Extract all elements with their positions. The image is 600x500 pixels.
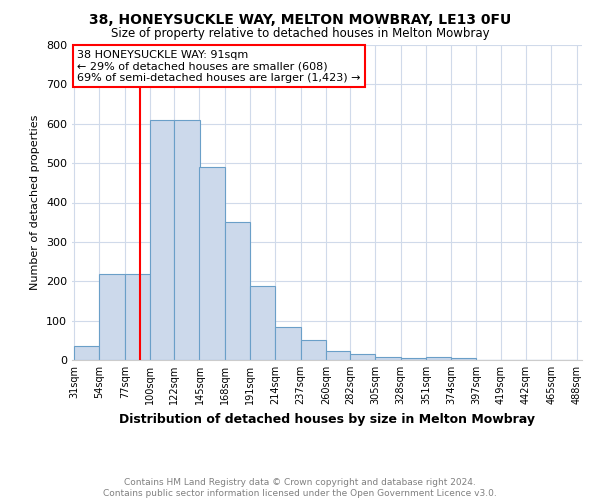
Text: Contains HM Land Registry data © Crown copyright and database right 2024.
Contai: Contains HM Land Registry data © Crown c… [103, 478, 497, 498]
Bar [275, 326, 301, 360]
Bar [350, 354, 376, 360]
Bar [326, 352, 350, 360]
Bar [174, 120, 199, 360]
Bar [125, 274, 150, 360]
Bar [426, 357, 451, 360]
Bar [150, 120, 174, 360]
Bar [74, 346, 100, 360]
Bar [225, 222, 250, 360]
Bar [100, 274, 125, 360]
Text: 38, HONEYSUCKLE WAY, MELTON MOWBRAY, LE13 0FU: 38, HONEYSUCKLE WAY, MELTON MOWBRAY, LE1… [89, 12, 511, 26]
Bar [401, 358, 426, 360]
Text: 38 HONEYSUCKLE WAY: 91sqm
← 29% of detached houses are smaller (608)
69% of semi: 38 HONEYSUCKLE WAY: 91sqm ← 29% of detac… [77, 50, 361, 83]
Bar [301, 340, 326, 360]
Bar [376, 357, 401, 360]
Bar [451, 358, 476, 360]
Text: Size of property relative to detached houses in Melton Mowbray: Size of property relative to detached ho… [110, 28, 490, 40]
Bar [250, 286, 275, 360]
X-axis label: Distribution of detached houses by size in Melton Mowbray: Distribution of detached houses by size … [119, 412, 535, 426]
Bar [199, 167, 225, 360]
Y-axis label: Number of detached properties: Number of detached properties [31, 115, 40, 290]
